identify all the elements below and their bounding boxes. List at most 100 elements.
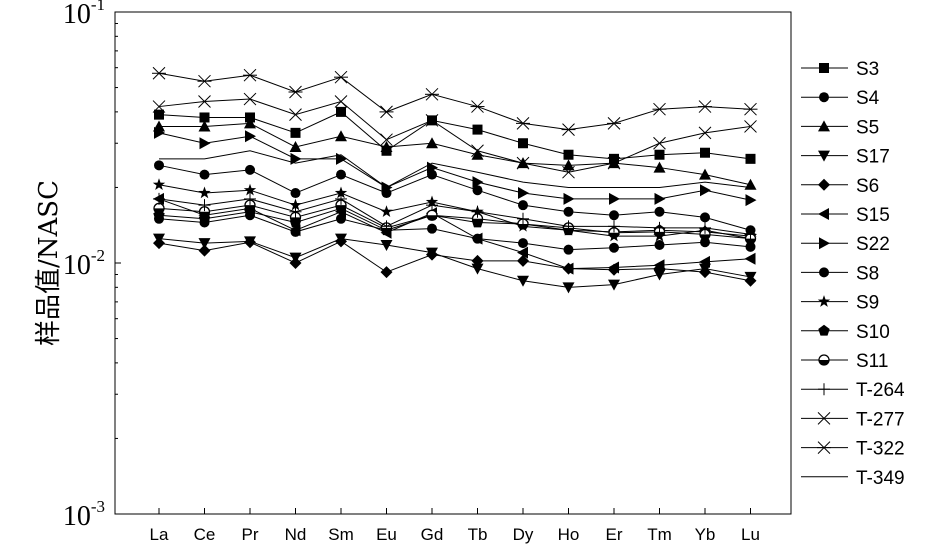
data-point <box>518 187 529 200</box>
legend-label: S4 <box>856 88 880 109</box>
data-point <box>290 152 302 165</box>
series-line <box>158 164 751 231</box>
data-point <box>289 205 302 218</box>
data-point <box>654 149 665 160</box>
data-point <box>290 127 301 138</box>
data-point <box>562 262 574 275</box>
legend-item: S11 <box>801 351 888 372</box>
x-tick-label: Tm <box>647 525 672 544</box>
data-point <box>380 266 393 279</box>
x-tick-label: Er <box>606 525 623 544</box>
data-point <box>198 199 211 212</box>
data-point <box>699 228 711 241</box>
series-line <box>158 240 751 282</box>
data-point <box>744 120 757 133</box>
legend-marker <box>817 412 831 425</box>
data-point <box>517 254 529 267</box>
legend-label: T-277 <box>856 409 905 430</box>
data-point <box>198 206 211 218</box>
y-axis-ticks: 10-110-210-3 <box>63 0 121 532</box>
data-point <box>243 183 257 196</box>
data-point <box>380 205 393 218</box>
data-point <box>700 237 710 248</box>
legend-item: S4 <box>801 88 880 109</box>
y-tick-label: 10-1 <box>63 0 105 30</box>
data-point <box>654 192 666 205</box>
data-point <box>472 185 483 196</box>
data-point <box>744 274 757 287</box>
data-point <box>698 100 712 113</box>
data-point <box>609 192 620 205</box>
data-point <box>427 223 437 234</box>
data-point <box>518 138 528 149</box>
legend-label: S15 <box>856 205 890 226</box>
data-point <box>698 126 712 140</box>
data-point <box>517 275 529 287</box>
data-point <box>153 192 165 205</box>
series-line <box>158 72 751 131</box>
data-point <box>336 152 347 165</box>
data-point <box>289 140 302 152</box>
series-T-264 <box>153 192 757 241</box>
legend-marker <box>818 324 830 336</box>
series-S11 <box>153 199 757 245</box>
data-point <box>290 226 301 237</box>
data-point <box>334 95 348 108</box>
x-tick-label: Yb <box>695 525 716 544</box>
data-point <box>245 130 256 143</box>
data-point <box>608 261 619 274</box>
data-point <box>607 117 621 130</box>
legend-marker <box>817 441 831 454</box>
data-point <box>743 102 758 116</box>
series-line <box>158 198 751 235</box>
series-S5 <box>153 117 757 190</box>
data-point <box>197 74 212 88</box>
data-point <box>199 137 211 150</box>
data-point <box>745 153 756 164</box>
x-tick-label: Dy <box>513 525 534 544</box>
data-point <box>563 149 574 160</box>
legend-label: T-322 <box>856 439 905 460</box>
data-point <box>654 206 665 217</box>
data-point <box>198 244 211 257</box>
x-tick-label: Eu <box>376 525 397 544</box>
data-point <box>426 248 438 261</box>
data-point <box>562 220 575 233</box>
series-line <box>158 132 751 201</box>
series-S22 <box>154 126 757 207</box>
data-point <box>335 192 347 205</box>
data-point <box>653 161 666 173</box>
data-point <box>426 137 438 149</box>
data-point <box>244 236 256 249</box>
legend-item: S15 <box>801 205 890 226</box>
data-point <box>653 221 666 234</box>
data-point <box>245 164 255 175</box>
data-point <box>335 235 347 248</box>
legend-label: S6 <box>856 176 879 197</box>
data-point <box>699 221 711 234</box>
data-point <box>699 266 711 279</box>
data-point <box>289 108 302 121</box>
data-point <box>562 165 575 179</box>
legend-marker <box>818 150 830 162</box>
y-axis-title: 样品值/NASC <box>34 180 64 346</box>
data-point <box>563 192 575 205</box>
data-point <box>289 257 302 269</box>
data-point <box>472 124 483 135</box>
series-S17 <box>153 233 757 294</box>
legend-marker <box>817 295 831 307</box>
data-point <box>608 220 620 233</box>
y-tick-base: 10 <box>63 501 91 532</box>
data-point <box>518 200 528 211</box>
legend-label: S8 <box>856 263 879 284</box>
y-tick-label: 10-2 <box>63 246 105 281</box>
x-tick-label: Gd <box>421 525 444 544</box>
legend-item: T-322 <box>801 439 905 460</box>
legend-label: S22 <box>856 234 890 255</box>
data-point <box>336 169 346 180</box>
legend-label: S9 <box>856 293 879 314</box>
data-point <box>517 212 529 225</box>
data-point <box>609 210 619 221</box>
data-point <box>336 213 346 224</box>
